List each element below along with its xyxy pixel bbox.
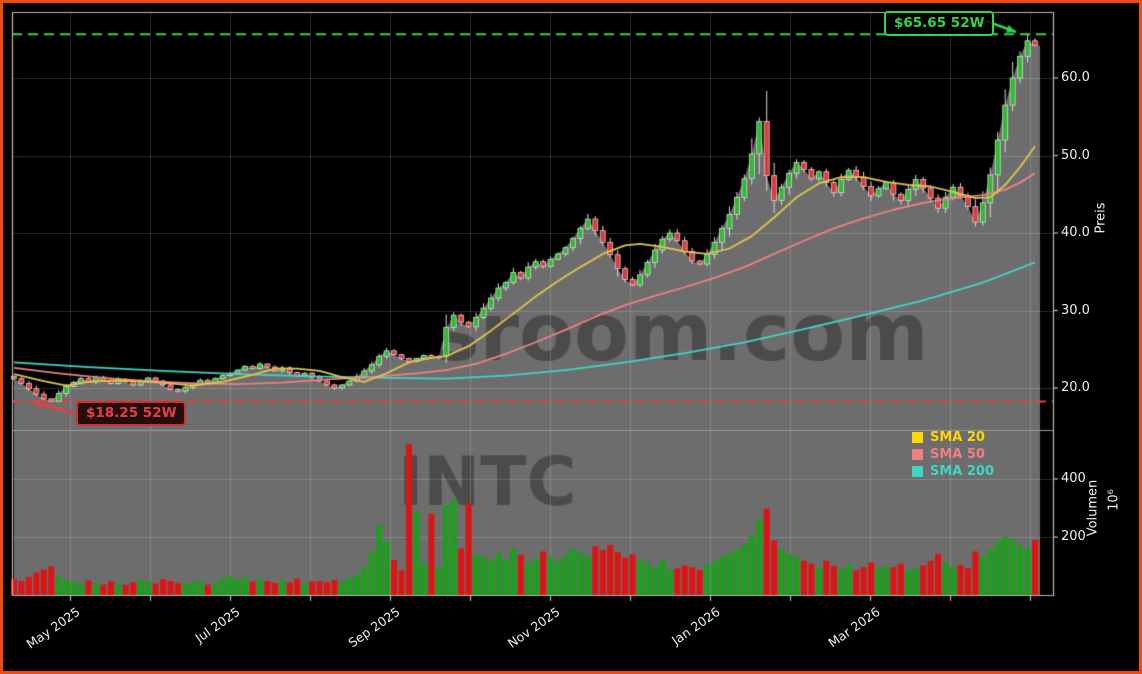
legend-label: SMA 20: [930, 430, 985, 445]
price-tick-label: 30.0: [1061, 302, 1090, 318]
volume-tick-label: 400: [1061, 471, 1086, 486]
high-52w-annotation: $65.65 52W: [884, 11, 995, 36]
legend-swatch-icon: [912, 432, 923, 443]
price-tick-label: 20.0: [1061, 380, 1090, 395]
legend-item-sma-20: SMA 20: [912, 429, 994, 446]
legend-item-sma-50: SMA 50: [912, 446, 994, 463]
price-axis-title: Preis: [1093, 202, 1109, 234]
price-tick-label: 40.0: [1061, 225, 1090, 240]
volume-tick-label: 200: [1061, 529, 1086, 544]
sma-legend: SMA 20 SMA 50 SMA 200: [912, 429, 994, 480]
legend-swatch-icon: [912, 449, 923, 460]
legend-swatch-icon: [912, 466, 923, 477]
legend-item-sma-200: SMA 200: [912, 463, 994, 480]
legend-label: SMA 50: [930, 447, 985, 462]
legend-label: SMA 200: [930, 464, 995, 479]
volume-axis-title: Volumen: [1085, 479, 1101, 537]
price-tick-label: 60.0: [1061, 70, 1090, 85]
volume-axis-unit: 10⁶: [1106, 489, 1122, 511]
low-52w-annotation: $18.25 52W: [76, 401, 187, 426]
price-tick-label: 50.0: [1061, 147, 1090, 163]
